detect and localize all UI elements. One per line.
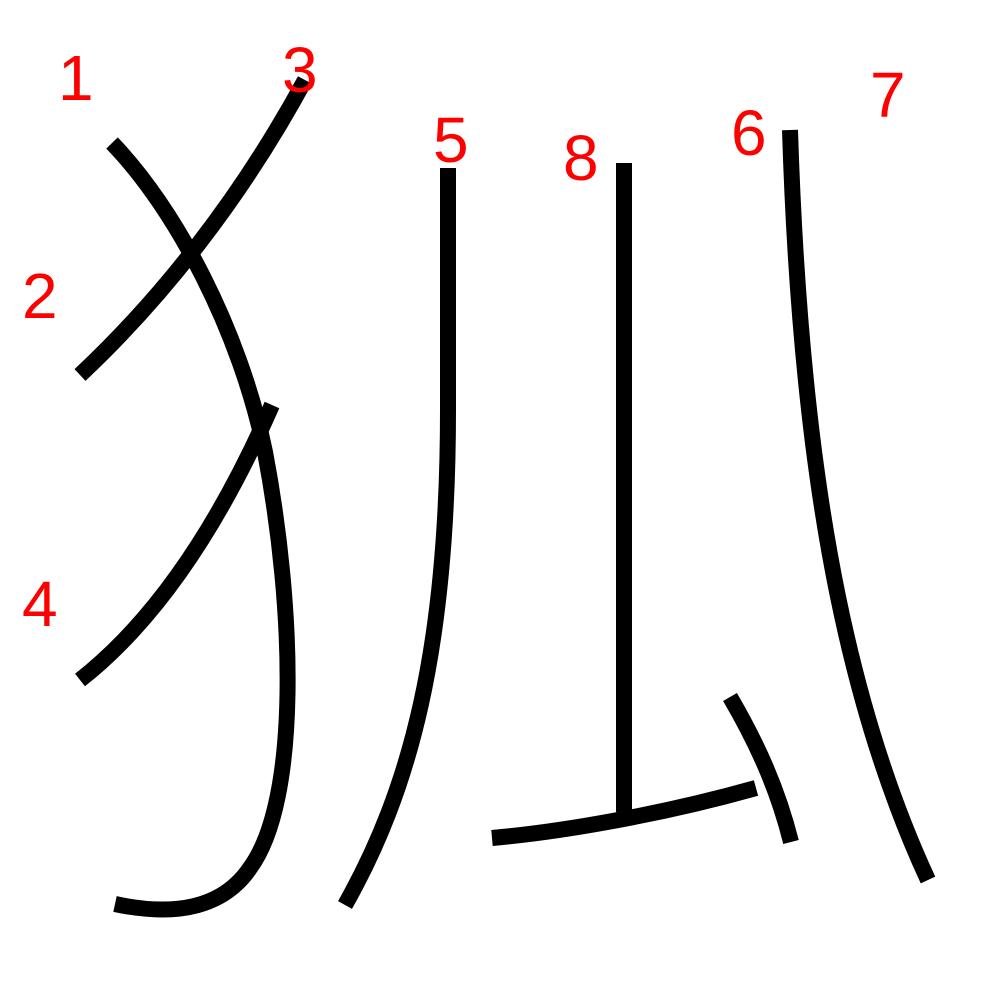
stroke-number-label: 2 <box>22 260 58 332</box>
stroke-number-label: 7 <box>870 59 906 131</box>
stroke-path-1 <box>106 137 296 918</box>
stroke-path-6 <box>782 129 936 884</box>
stroke-path-5 <box>338 168 456 909</box>
stroke-number-label: 8 <box>563 122 599 194</box>
stroke-path-horizontal <box>491 780 759 846</box>
stroke-number-label: 6 <box>731 97 767 169</box>
stroke-path-dot <box>723 692 799 844</box>
stroke-number-labels: 1 2 3 4 5 6 7 8 <box>22 34 906 640</box>
stroke-number-label: 4 <box>22 568 58 640</box>
stroke-number-label: 1 <box>58 42 94 114</box>
character-strokes <box>74 76 936 918</box>
stroke-path-4 <box>75 401 280 687</box>
stroke-path-2 <box>74 76 313 381</box>
stroke-number-label: 3 <box>282 34 318 106</box>
stroke-number-label: 5 <box>433 104 469 176</box>
